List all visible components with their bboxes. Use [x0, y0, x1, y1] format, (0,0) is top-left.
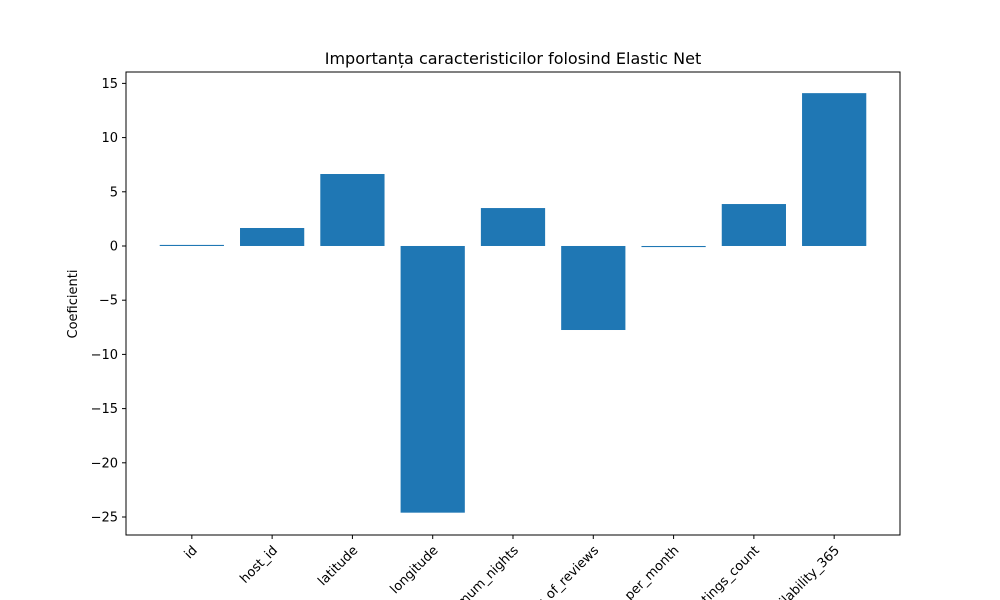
bar: [240, 227, 305, 246]
chart-title: Importanța caracteristicilor folosind El…: [325, 49, 702, 68]
x-tick-label: minimum_nights: [435, 543, 522, 600]
bar: [480, 208, 546, 246]
y-tick-label: −10: [91, 348, 118, 363]
bar: [721, 204, 786, 246]
y-tick-label: −5: [99, 294, 118, 309]
y-tick-label: −25: [91, 511, 118, 526]
bar: [320, 174, 385, 246]
x-tick-label: host_id: [238, 543, 281, 586]
bar: [561, 245, 626, 331]
y-tick-label: −20: [91, 456, 118, 471]
bar: [641, 245, 706, 248]
plot-frame: [125, 71, 901, 536]
y-tick-label: 5: [110, 185, 118, 200]
y-tick-label: 15: [101, 77, 118, 92]
bar: [159, 244, 224, 246]
x-tick-label: latitude: [315, 543, 361, 589]
y-tick-label: −15: [91, 402, 118, 417]
x-tick-label: id: [182, 543, 201, 562]
x-tick-label: longitude: [388, 543, 442, 597]
y-tick-label: 10: [101, 131, 118, 146]
bar: [802, 93, 867, 246]
y-axis-label: Coeficienti: [66, 270, 81, 339]
x-tick-label: availability_365: [760, 543, 843, 600]
y-tick-label: 0: [110, 239, 118, 254]
bar: [400, 245, 465, 513]
